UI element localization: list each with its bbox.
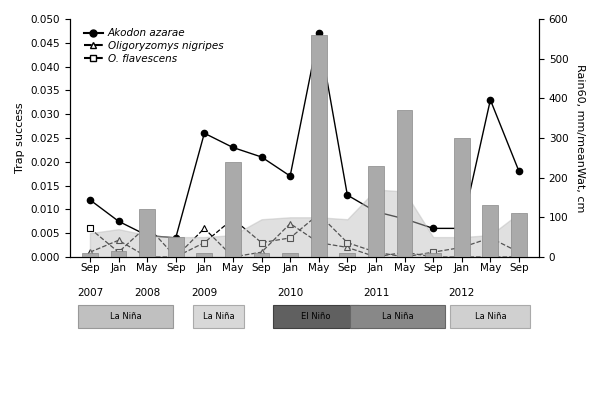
Y-axis label: Rain60, mm/meanWat, cm: Rain60, mm/meanWat, cm xyxy=(575,64,585,212)
Bar xyxy=(368,166,384,257)
Text: La Niña: La Niña xyxy=(475,312,506,321)
FancyBboxPatch shape xyxy=(193,305,244,328)
Text: 2012: 2012 xyxy=(449,288,475,298)
Text: La Niña: La Niña xyxy=(203,312,235,321)
FancyBboxPatch shape xyxy=(273,305,359,328)
Legend: Akodon azarae, Oligoryzomys nigripes, O. flavescens: Akodon azarae, Oligoryzomys nigripes, O.… xyxy=(80,24,228,68)
Text: 2010: 2010 xyxy=(277,288,303,298)
Bar xyxy=(311,35,326,257)
Bar xyxy=(82,253,98,257)
FancyBboxPatch shape xyxy=(451,305,530,328)
Text: 2008: 2008 xyxy=(134,288,160,298)
Text: La Niña: La Niña xyxy=(110,312,142,321)
Bar xyxy=(110,251,127,257)
Bar xyxy=(482,205,498,257)
Text: 2009: 2009 xyxy=(191,288,217,298)
Bar xyxy=(397,110,412,257)
FancyBboxPatch shape xyxy=(79,305,173,328)
Bar xyxy=(168,237,184,257)
Bar xyxy=(454,138,470,257)
Bar xyxy=(225,162,241,257)
Y-axis label: Trap success: Trap success xyxy=(15,103,25,173)
FancyBboxPatch shape xyxy=(350,305,445,328)
Bar xyxy=(282,253,298,257)
Bar xyxy=(511,213,527,257)
Text: 2007: 2007 xyxy=(77,288,103,298)
Bar xyxy=(139,210,155,257)
Bar xyxy=(196,253,212,257)
Text: 2011: 2011 xyxy=(363,288,389,298)
Bar xyxy=(425,253,441,257)
Bar xyxy=(340,253,355,257)
Bar xyxy=(254,253,269,257)
Text: La Niña: La Niña xyxy=(382,312,413,321)
Text: El Niño: El Niño xyxy=(301,312,331,321)
